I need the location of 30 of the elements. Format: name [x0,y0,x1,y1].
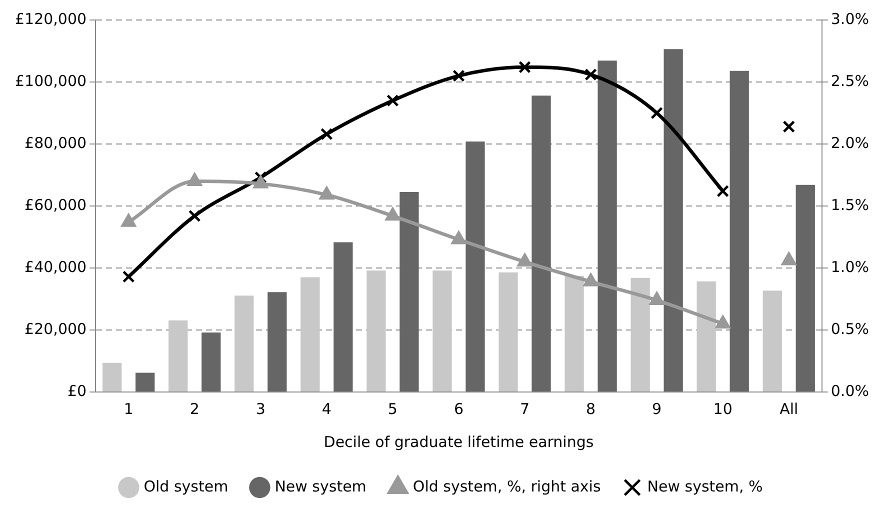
x-tick-label: 9 [652,400,662,418]
y2-tick-label: 0.0% [830,382,869,400]
y2-tick-label: 1.5% [830,196,869,214]
y2-tick-label: 2.0% [830,134,869,152]
x-tick-label: 2 [190,400,200,418]
y2-tick-label: 3.0% [830,10,869,28]
legend-label: New system [274,477,366,496]
x-tick-label: 3 [256,400,266,418]
y-tick-label: £60,000 [24,196,87,214]
x-tick-label: 5 [388,400,398,418]
x-tick-label: All [780,400,798,418]
x-axis-title: Decile of graduate lifetime earnings [324,432,594,451]
legend-label: New system, % [647,477,763,496]
x-tick-label: 1 [124,400,134,418]
x-tick-label: 10 [713,400,732,418]
legend-label: Old system, %, right axis [412,477,601,496]
x-tick-label: 8 [586,400,596,418]
y2-tick-label: 1.0% [830,258,869,276]
y-tick-label: £0 [67,382,87,400]
y-tick-label: £20,000 [24,320,87,338]
x-tick-label: 7 [520,400,530,418]
legend-label: Old system [144,477,228,496]
y-tick-label: £120,000 [14,10,87,28]
y2-tick-label: 0.5% [830,320,869,338]
x-tick-label: 6 [454,400,464,418]
y-tick-label: £100,000 [14,72,87,90]
y-tick-label: £40,000 [24,258,87,276]
x-tick-label: 4 [322,400,332,418]
y2-tick-label: 2.5% [830,72,869,90]
y-tick-label: £80,000 [24,134,87,152]
